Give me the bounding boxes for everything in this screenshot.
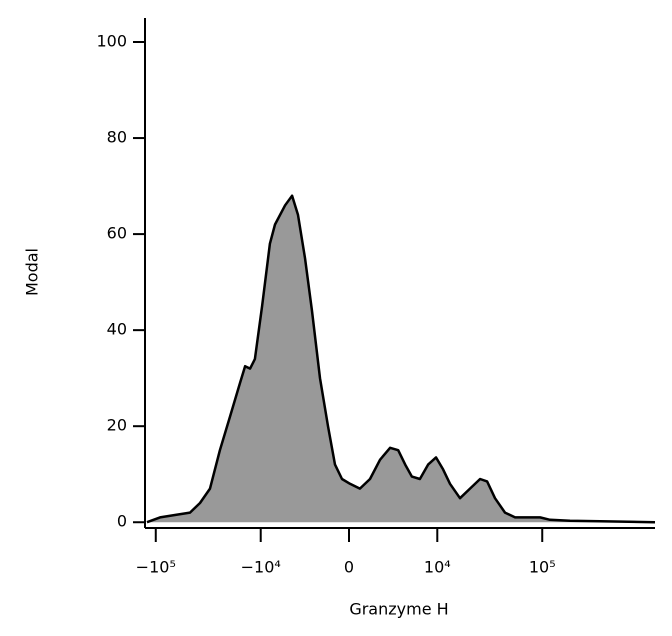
x-tick-label: 10⁴	[424, 558, 451, 577]
y-tick-label: 100	[96, 32, 127, 51]
y-tick-label: 20	[107, 416, 127, 435]
x-tick-label: −10⁵	[136, 558, 176, 577]
x-tick-label: 10⁵	[529, 558, 556, 577]
x-tick-label: −10⁴	[241, 558, 281, 577]
area	[147, 195, 655, 523]
y-axis-label: Modal	[23, 248, 42, 296]
x-tick-label: 0	[344, 558, 354, 577]
y-tick-label: 60	[107, 224, 127, 243]
y-tick-label: 80	[107, 128, 127, 147]
line	[146, 194, 656, 524]
x-axis-label: Granzyme H	[349, 600, 448, 619]
y-tick-label: 0	[117, 512, 127, 531]
y-tick-label: 40	[107, 320, 127, 339]
